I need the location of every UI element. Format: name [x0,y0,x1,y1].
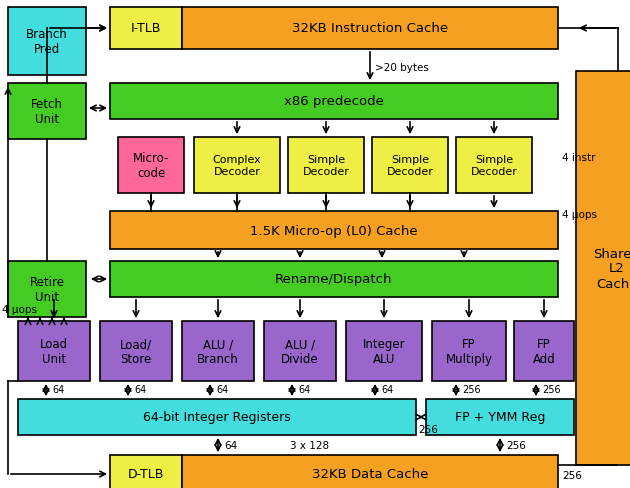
Text: ALU /
Branch: ALU / Branch [197,337,239,365]
Bar [182,8,558,50]
Text: 256: 256 [418,424,438,434]
Text: 64: 64 [216,384,228,394]
Bar [288,138,364,194]
Bar [110,84,558,120]
Text: Branch
Pred: Branch Pred [26,28,68,56]
Bar [110,455,182,488]
Text: >20 bytes: >20 bytes [375,63,429,73]
Text: FP
Add: FP Add [532,337,556,365]
Bar [576,72,630,465]
Text: Simple
Decoder: Simple Decoder [302,155,350,177]
Text: Rename/Dispatch: Rename/Dispatch [275,273,392,286]
Bar [514,321,574,381]
Text: 32KB Instruction Cache: 32KB Instruction Cache [292,22,448,36]
Text: Load/
Store: Load/ Store [120,337,152,365]
Text: Shared
L2
Cache: Shared L2 Cache [593,247,630,290]
Text: 4 μops: 4 μops [2,305,37,314]
Text: 256: 256 [542,384,561,394]
Text: 256: 256 [462,384,481,394]
Text: 64: 64 [52,384,64,394]
Bar [264,321,336,381]
Bar [456,138,532,194]
Text: 3 x 128: 3 x 128 [290,440,329,450]
Text: FP
Multiply: FP Multiply [445,337,493,365]
Bar [100,321,172,381]
Text: Fetch
Unit: Fetch Unit [31,98,63,126]
Bar [110,212,558,249]
Bar [8,8,86,76]
Bar [110,262,558,297]
Bar [110,8,182,50]
Text: D-TLB: D-TLB [128,468,164,481]
Bar [182,455,558,488]
Text: 64: 64 [298,384,310,394]
Text: 256: 256 [506,440,526,450]
Bar [18,399,416,435]
Bar [8,84,86,140]
Text: Integer
ALU: Integer ALU [363,337,405,365]
Bar [18,321,90,381]
Text: 32KB Data Cache: 32KB Data Cache [312,468,428,481]
Text: I-TLB: I-TLB [131,22,161,36]
Bar [118,138,184,194]
Bar [372,138,448,194]
Bar [432,321,506,381]
Text: Micro-
code: Micro- code [133,152,169,180]
Text: 64: 64 [381,384,393,394]
Text: 64: 64 [224,440,238,450]
Bar [426,399,574,435]
Text: 64-bit Integer Registers: 64-bit Integer Registers [143,411,291,424]
Text: ALU /
Divide: ALU / Divide [281,337,319,365]
Text: Simple
Decoder: Simple Decoder [471,155,517,177]
Bar [8,262,86,317]
Text: Simple
Decoder: Simple Decoder [387,155,433,177]
Bar [182,321,254,381]
Text: Retire
Unit: Retire Unit [30,275,64,304]
Text: 64: 64 [134,384,146,394]
Text: 4 μops: 4 μops [562,209,597,220]
Text: x86 predecode: x86 predecode [284,95,384,108]
Bar [346,321,422,381]
Text: Load
Unit: Load Unit [40,337,68,365]
Text: FP + YMM Reg: FP + YMM Reg [455,411,545,424]
Text: Complex
Decoder: Complex Decoder [213,155,261,177]
Bar [194,138,280,194]
Text: 1.5K Micro-op (L0) Cache: 1.5K Micro-op (L0) Cache [250,224,418,237]
Text: 4 instr: 4 instr [562,153,595,163]
Text: 256: 256 [562,470,582,480]
